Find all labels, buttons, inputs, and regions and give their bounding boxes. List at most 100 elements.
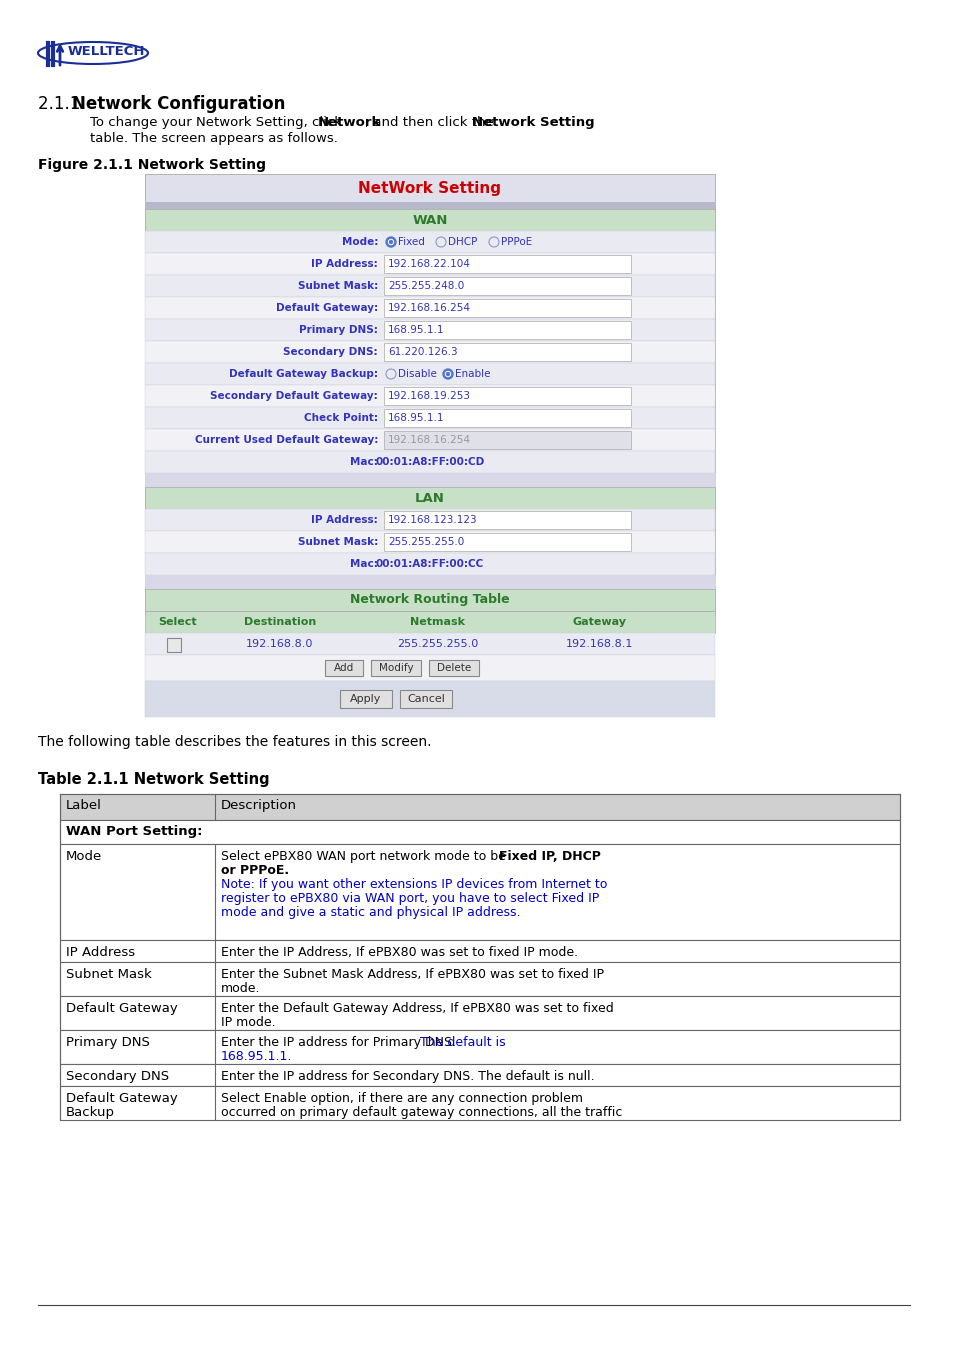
FancyBboxPatch shape [145, 487, 714, 509]
Text: or PPPoE.: or PPPoE. [221, 864, 289, 878]
Text: Select Enable option, if there are any connection problem: Select Enable option, if there are any c… [221, 1092, 582, 1106]
FancyBboxPatch shape [325, 660, 363, 676]
FancyBboxPatch shape [145, 406, 714, 429]
Text: , and then click the: , and then click the [365, 116, 497, 130]
Text: 168.95.1.1: 168.95.1.1 [388, 325, 444, 335]
Text: IP Address:: IP Address: [311, 514, 377, 525]
Text: Netmask: Netmask [410, 617, 464, 626]
Text: 255.255.248.0: 255.255.248.0 [388, 281, 464, 292]
FancyBboxPatch shape [145, 509, 714, 531]
FancyBboxPatch shape [429, 660, 478, 676]
FancyBboxPatch shape [384, 431, 630, 450]
Text: 192.168.19.253: 192.168.19.253 [388, 392, 471, 401]
Text: WAN Port Setting:: WAN Port Setting: [66, 825, 202, 838]
Text: Check Point:: Check Point: [304, 413, 377, 423]
Text: NetWork Setting: NetWork Setting [358, 181, 501, 196]
Text: Enter the IP address for Secondary DNS. The default is null.: Enter the IP address for Secondary DNS. … [221, 1071, 594, 1083]
Text: 192.168.16.254: 192.168.16.254 [388, 302, 471, 313]
FancyBboxPatch shape [145, 297, 714, 319]
Text: register to ePBX80 via WAN port, you have to select Fixed IP: register to ePBX80 via WAN port, you hav… [221, 892, 598, 904]
FancyBboxPatch shape [145, 385, 714, 406]
Text: 192.168.22.104: 192.168.22.104 [388, 259, 471, 269]
Text: Subnet Mask:: Subnet Mask: [297, 537, 377, 547]
Text: Gateway: Gateway [573, 617, 626, 626]
FancyBboxPatch shape [167, 639, 181, 652]
FancyBboxPatch shape [384, 255, 630, 273]
FancyBboxPatch shape [145, 633, 714, 655]
Text: Enable: Enable [455, 369, 490, 379]
Text: mode.: mode. [221, 981, 260, 995]
Text: Disable: Disable [397, 369, 436, 379]
Text: Default Gateway: Default Gateway [66, 1002, 177, 1015]
Text: Select ePBX80 WAN port network mode to be: Select ePBX80 WAN port network mode to b… [221, 850, 509, 863]
Text: 192.168.8.1: 192.168.8.1 [566, 639, 633, 649]
FancyBboxPatch shape [384, 533, 630, 551]
Circle shape [388, 239, 393, 244]
Text: Default Gateway Backup:: Default Gateway Backup: [229, 369, 377, 379]
Text: Table 2.1.1 Network Setting: Table 2.1.1 Network Setting [38, 772, 270, 787]
Circle shape [389, 240, 392, 243]
FancyBboxPatch shape [145, 472, 714, 487]
FancyBboxPatch shape [145, 319, 714, 342]
FancyBboxPatch shape [60, 1064, 899, 1085]
FancyBboxPatch shape [384, 343, 630, 360]
Text: Enter the IP address for Primary DNS.: Enter the IP address for Primary DNS. [221, 1035, 459, 1049]
FancyBboxPatch shape [60, 996, 899, 1030]
FancyBboxPatch shape [384, 277, 630, 296]
FancyBboxPatch shape [399, 690, 452, 707]
Text: DHCP: DHCP [448, 238, 476, 247]
FancyBboxPatch shape [145, 202, 714, 209]
Text: Secondary DNS: Secondary DNS [66, 1071, 169, 1083]
Text: Mac:: Mac: [350, 559, 377, 568]
Text: Network Setting: Network Setting [472, 116, 594, 130]
FancyBboxPatch shape [145, 612, 714, 633]
Text: 2.1.1: 2.1.1 [38, 95, 86, 113]
Text: Select: Select [158, 617, 196, 626]
Text: Apply: Apply [350, 694, 381, 703]
Text: To change your Network Setting, click: To change your Network Setting, click [90, 116, 346, 130]
FancyBboxPatch shape [60, 940, 899, 963]
Text: Network: Network [317, 116, 381, 130]
Text: Cancel: Cancel [407, 694, 444, 703]
FancyBboxPatch shape [384, 409, 630, 427]
Text: Figure 2.1.1 Network Setting: Figure 2.1.1 Network Setting [38, 158, 266, 171]
Text: Subnet Mask:: Subnet Mask: [297, 281, 377, 292]
FancyBboxPatch shape [60, 794, 899, 819]
Text: Current Used Default Gateway:: Current Used Default Gateway: [194, 435, 377, 446]
Text: 168.95.1.1: 168.95.1.1 [388, 413, 444, 423]
FancyBboxPatch shape [384, 298, 630, 317]
Text: Secondary Default Gateway:: Secondary Default Gateway: [210, 392, 377, 401]
FancyBboxPatch shape [339, 690, 392, 707]
FancyBboxPatch shape [145, 231, 714, 252]
Circle shape [445, 371, 450, 377]
Text: 168.95.1.1.: 168.95.1.1. [221, 1050, 292, 1062]
FancyBboxPatch shape [145, 174, 714, 614]
Text: WAN: WAN [412, 213, 447, 227]
Text: 00:01:A8:FF:00:CD: 00:01:A8:FF:00:CD [375, 458, 484, 467]
Text: Primary DNS:: Primary DNS: [299, 325, 377, 335]
Text: Default Gateway: Default Gateway [66, 1092, 177, 1106]
Text: Network Configuration: Network Configuration [71, 95, 285, 113]
Text: Subnet Mask: Subnet Mask [66, 968, 152, 981]
Text: 61.220.126.3: 61.220.126.3 [388, 347, 457, 356]
FancyBboxPatch shape [60, 963, 899, 996]
Text: Default Gateway:: Default Gateway: [275, 302, 377, 313]
Text: Mode:: Mode: [341, 238, 377, 247]
Text: Secondary DNS:: Secondary DNS: [283, 347, 377, 356]
Text: Enter the Subnet Mask Address, If ePBX80 was set to fixed IP: Enter the Subnet Mask Address, If ePBX80… [221, 968, 603, 981]
Text: Mode: Mode [66, 850, 102, 863]
Text: 192.168.8.0: 192.168.8.0 [246, 639, 314, 649]
Text: Add: Add [334, 663, 354, 674]
Circle shape [442, 369, 453, 379]
Text: Destination: Destination [244, 617, 315, 626]
FancyBboxPatch shape [145, 209, 714, 231]
Text: Delete: Delete [436, 663, 471, 674]
FancyBboxPatch shape [145, 363, 714, 385]
Text: IP Address: IP Address [66, 946, 135, 958]
FancyBboxPatch shape [60, 1085, 899, 1120]
FancyBboxPatch shape [145, 174, 714, 202]
FancyBboxPatch shape [60, 819, 899, 844]
Text: Description: Description [221, 799, 296, 811]
Text: 255.255.255.0: 255.255.255.0 [388, 537, 464, 547]
Text: mode and give a static and physical IP address.: mode and give a static and physical IP a… [221, 906, 520, 919]
